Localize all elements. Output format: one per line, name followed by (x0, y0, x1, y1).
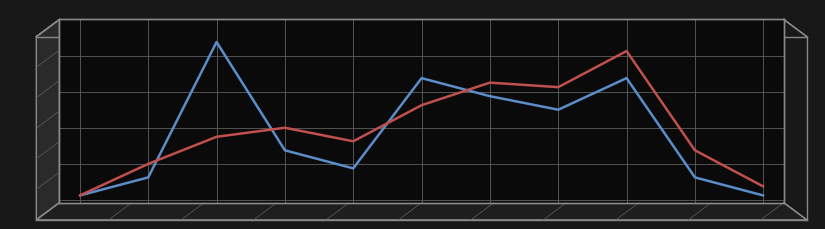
Polygon shape (36, 203, 807, 220)
Polygon shape (36, 19, 59, 220)
